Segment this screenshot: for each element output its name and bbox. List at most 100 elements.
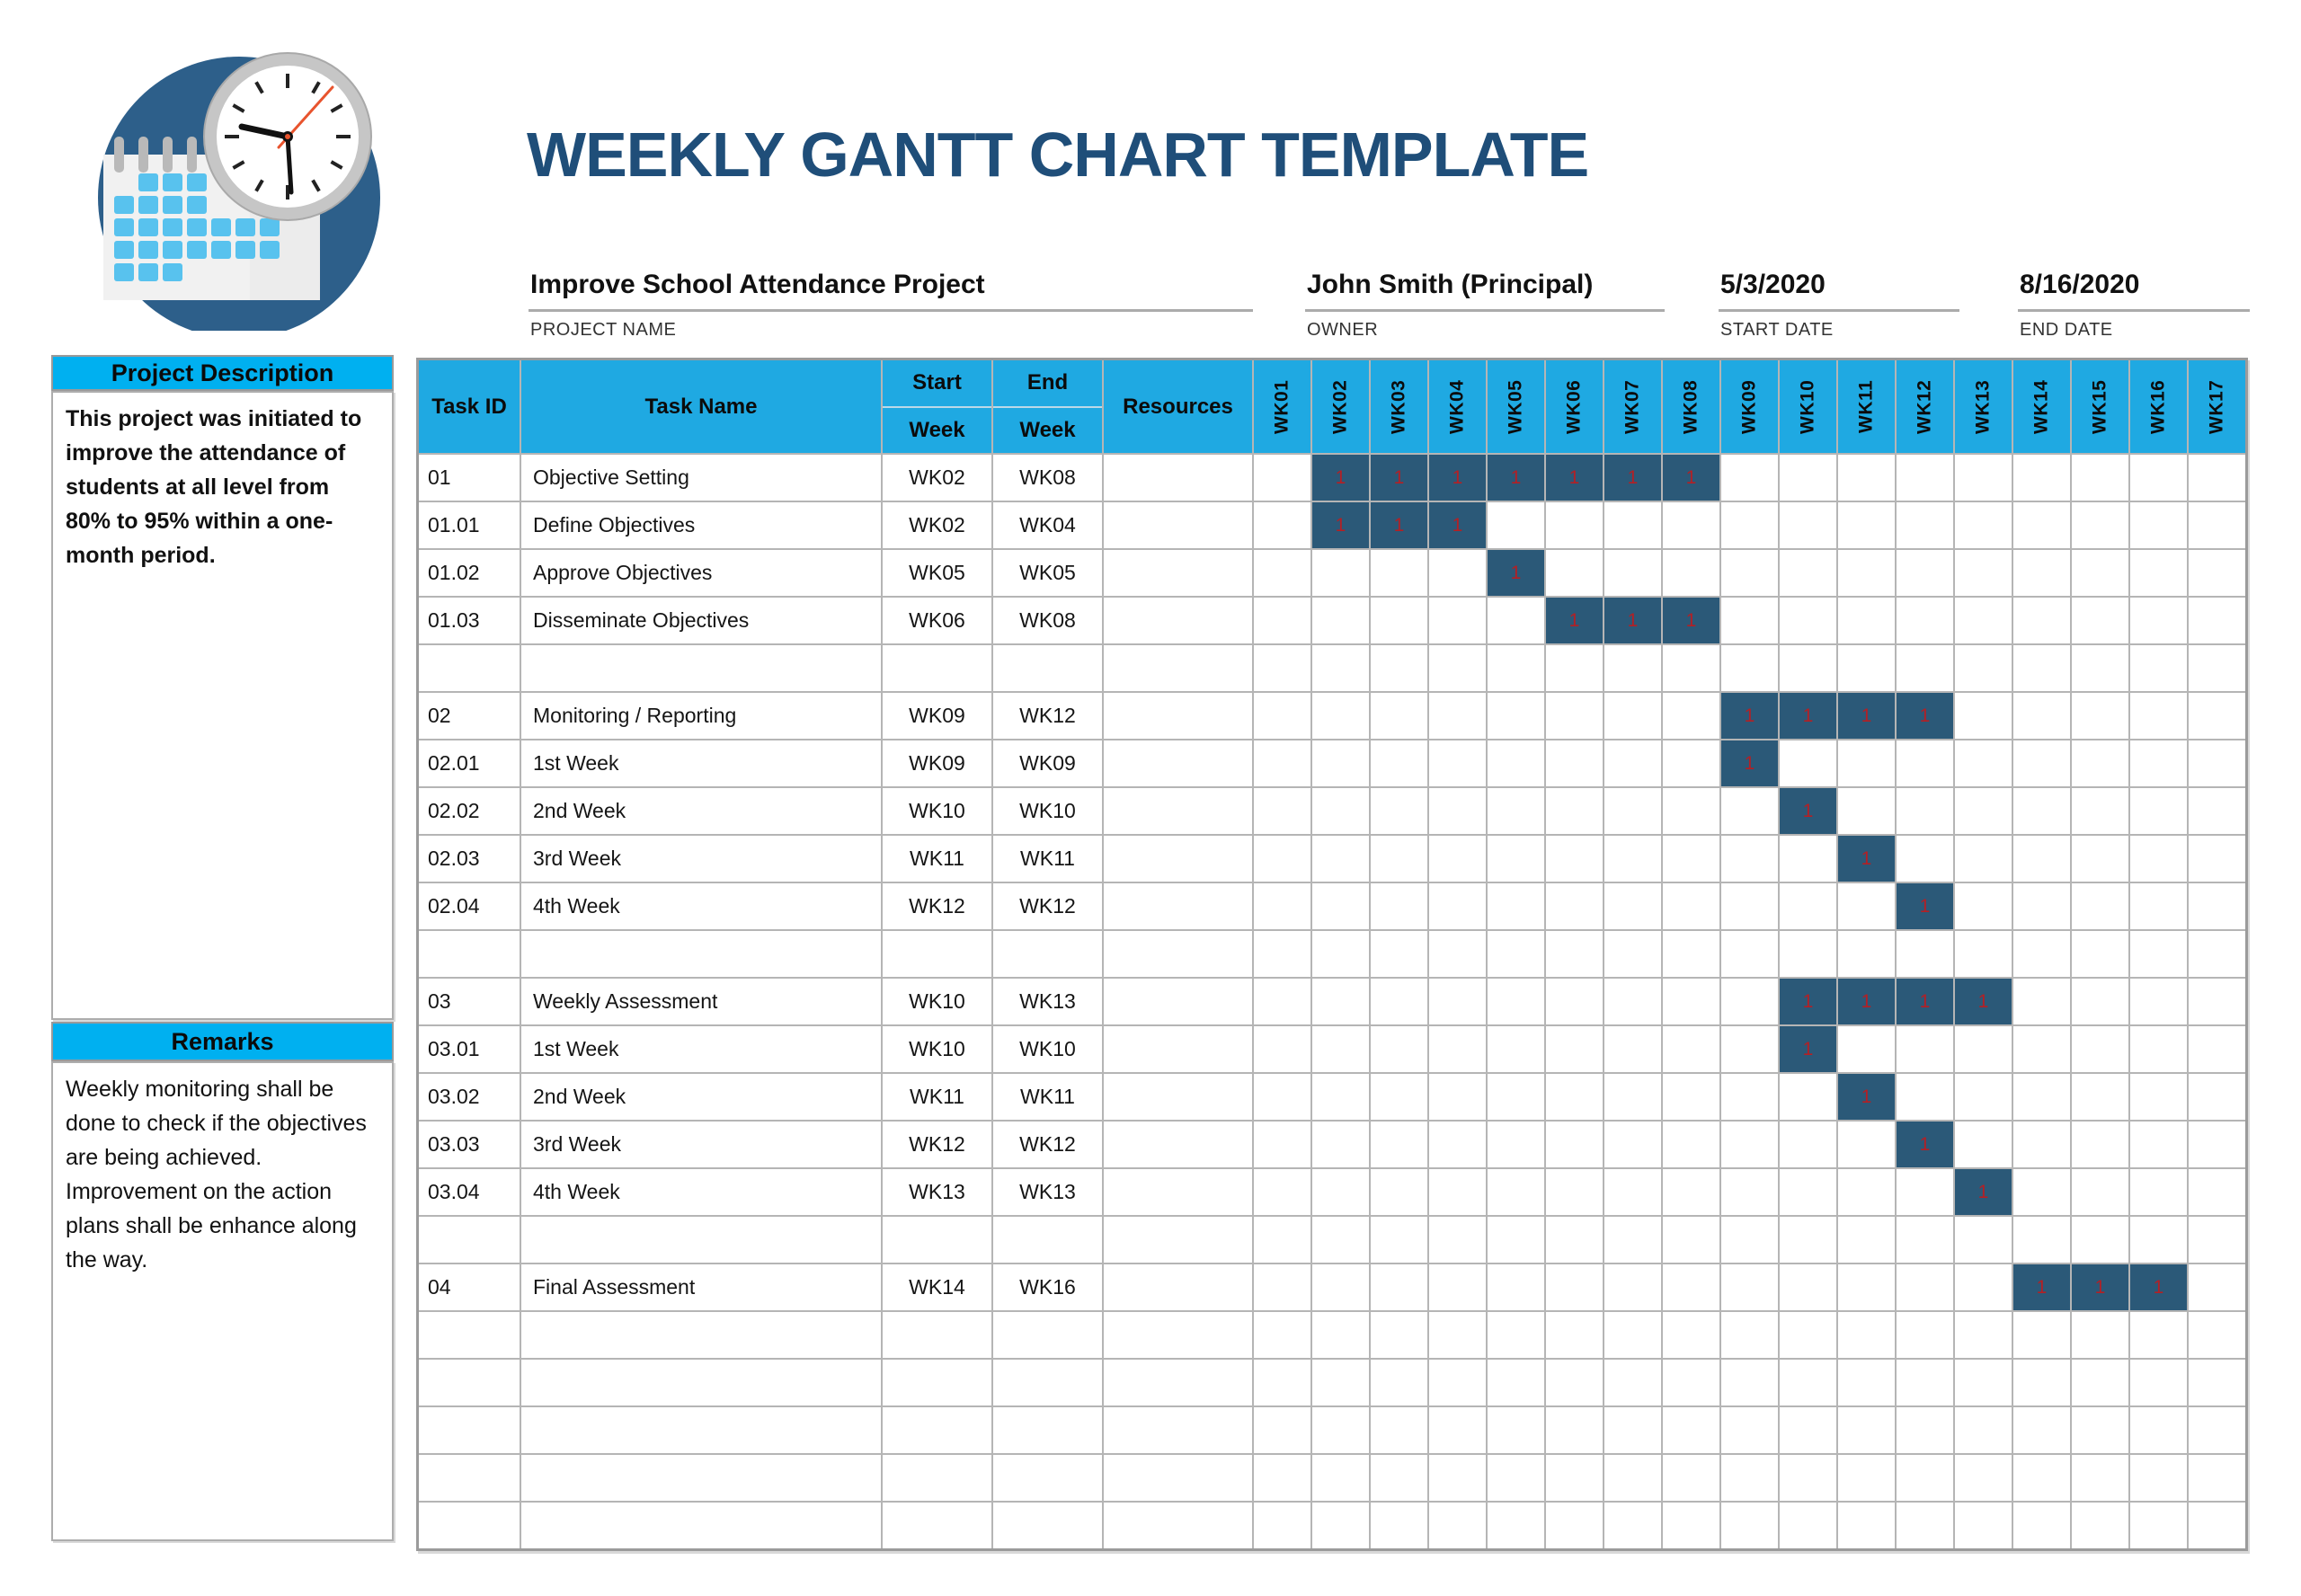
cell-r1-wk08[interactable] <box>1663 502 1719 548</box>
cell-r3-wk14[interactable] <box>2013 598 2070 643</box>
cell-r10-wk07[interactable] <box>1604 931 1661 977</box>
cell-r8-wk10[interactable] <box>1780 836 1836 882</box>
cell-r11-wk09[interactable] <box>1721 979 1778 1024</box>
cell-r12-wk14[interactable] <box>2013 1026 2070 1072</box>
cell-r5-wk02[interactable] <box>1312 693 1369 739</box>
cell-r0-wk17[interactable] <box>2189 455 2245 501</box>
owner-value[interactable]: John Smith (Principal) <box>1307 270 1594 299</box>
cell-r15-end[interactable]: WK13 <box>993 1169 1102 1215</box>
cell-r19-wk16[interactable] <box>2130 1360 2187 1405</box>
cell-r0-wk08[interactable]: 1 <box>1663 455 1719 501</box>
cell-r7-start[interactable]: WK10 <box>883 788 991 834</box>
start-date-value[interactable]: 5/3/2020 <box>1720 270 1826 299</box>
cell-r4-resources[interactable] <box>1104 645 1252 691</box>
cell-r1-id[interactable]: 01.01 <box>419 502 520 548</box>
cell-r1-wk14[interactable] <box>2013 502 2070 548</box>
cell-r18-id[interactable] <box>419 1312 520 1358</box>
cell-r5-wk16[interactable] <box>2130 693 2187 739</box>
cell-r11-wk07[interactable] <box>1604 979 1661 1024</box>
cell-r10-end[interactable] <box>993 931 1102 977</box>
cell-r7-resources[interactable] <box>1104 788 1252 834</box>
cell-r12-id[interactable]: 03.01 <box>419 1026 520 1072</box>
cell-r16-wk09[interactable] <box>1721 1217 1778 1263</box>
cell-r14-wk14[interactable] <box>2013 1122 2070 1167</box>
cell-r9-name[interactable]: 4th Week <box>521 883 881 929</box>
cell-r0-wk05[interactable]: 1 <box>1488 455 1544 501</box>
cell-r19-end[interactable] <box>993 1360 1102 1405</box>
cell-r11-id[interactable]: 03 <box>419 979 520 1024</box>
cell-r3-wk10[interactable] <box>1780 598 1836 643</box>
cell-r4-wk14[interactable] <box>2013 645 2070 691</box>
cell-r17-wk10[interactable] <box>1780 1264 1836 1310</box>
cell-r16-name[interactable] <box>521 1217 881 1263</box>
cell-r17-wk13[interactable] <box>1955 1264 2012 1310</box>
cell-r13-wk04[interactable] <box>1429 1074 1486 1120</box>
cell-r13-wk16[interactable] <box>2130 1074 2187 1120</box>
cell-r15-wk16[interactable] <box>2130 1169 2187 1215</box>
remarks-body[interactable]: Weekly monitoring shall be done to check… <box>51 1061 394 1541</box>
cell-r18-wk09[interactable] <box>1721 1312 1778 1358</box>
cell-r7-wk02[interactable] <box>1312 788 1369 834</box>
cell-r10-wk10[interactable] <box>1780 931 1836 977</box>
cell-r8-wk04[interactable] <box>1429 836 1486 882</box>
cell-r12-wk07[interactable] <box>1604 1026 1661 1072</box>
cell-r20-wk15[interactable] <box>2072 1407 2128 1453</box>
project-name-value[interactable]: Improve School Attendance Project <box>530 270 985 299</box>
cell-r2-wk15[interactable] <box>2072 550 2128 596</box>
cell-r12-wk13[interactable] <box>1955 1026 2012 1072</box>
cell-r0-end[interactable]: WK08 <box>993 455 1102 501</box>
cell-r17-wk03[interactable] <box>1371 1264 1427 1310</box>
cell-r19-wk13[interactable] <box>1955 1360 2012 1405</box>
cell-r6-wk15[interactable] <box>2072 740 2128 786</box>
cell-r21-wk07[interactable] <box>1604 1455 1661 1501</box>
cell-r9-wk17[interactable] <box>2189 883 2245 929</box>
cell-r6-wk06[interactable] <box>1546 740 1603 786</box>
cell-r4-wk07[interactable] <box>1604 645 1661 691</box>
cell-r8-wk06[interactable] <box>1546 836 1603 882</box>
cell-r8-wk03[interactable] <box>1371 836 1427 882</box>
cell-r22-wk07[interactable] <box>1604 1503 1661 1548</box>
cell-r22-wk06[interactable] <box>1546 1503 1603 1548</box>
cell-r5-start[interactable]: WK09 <box>883 693 991 739</box>
cell-r6-name[interactable]: 1st Week <box>521 740 881 786</box>
cell-r12-wk10[interactable]: 1 <box>1780 1026 1836 1072</box>
cell-r12-wk11[interactable] <box>1838 1026 1895 1072</box>
cell-r13-start[interactable]: WK11 <box>883 1074 991 1120</box>
cell-r9-wk10[interactable] <box>1780 883 1836 929</box>
cell-r2-wk14[interactable] <box>2013 550 2070 596</box>
cell-r10-wk13[interactable] <box>1955 931 2012 977</box>
cell-r0-wk10[interactable] <box>1780 455 1836 501</box>
cell-r17-id[interactable]: 04 <box>419 1264 520 1310</box>
cell-r11-wk11[interactable]: 1 <box>1838 979 1895 1024</box>
cell-r3-wk03[interactable] <box>1371 598 1427 643</box>
cell-r0-wk11[interactable] <box>1838 455 1895 501</box>
cell-r5-wk09[interactable]: 1 <box>1721 693 1778 739</box>
cell-r21-wk10[interactable] <box>1780 1455 1836 1501</box>
cell-r9-wk15[interactable] <box>2072 883 2128 929</box>
cell-r0-wk16[interactable] <box>2130 455 2187 501</box>
cell-r12-resources[interactable] <box>1104 1026 1252 1072</box>
cell-r4-wk13[interactable] <box>1955 645 2012 691</box>
cell-r6-wk01[interactable] <box>1254 740 1310 786</box>
cell-r9-start[interactable]: WK12 <box>883 883 991 929</box>
cell-r9-wk01[interactable] <box>1254 883 1310 929</box>
cell-r5-wk05[interactable] <box>1488 693 1544 739</box>
cell-r6-resources[interactable] <box>1104 740 1252 786</box>
cell-r8-wk09[interactable] <box>1721 836 1778 882</box>
cell-r20-end[interactable] <box>993 1407 1102 1453</box>
cell-r19-name[interactable] <box>521 1360 881 1405</box>
cell-r12-start[interactable]: WK10 <box>883 1026 991 1072</box>
cell-r11-wk06[interactable] <box>1546 979 1603 1024</box>
cell-r7-wk15[interactable] <box>2072 788 2128 834</box>
cell-r21-wk13[interactable] <box>1955 1455 2012 1501</box>
cell-r16-wk01[interactable] <box>1254 1217 1310 1263</box>
cell-r7-wk08[interactable] <box>1663 788 1719 834</box>
cell-r8-wk12[interactable] <box>1897 836 1953 882</box>
cell-r14-wk17[interactable] <box>2189 1122 2245 1167</box>
cell-r14-name[interactable]: 3rd Week <box>521 1122 881 1167</box>
cell-r1-end[interactable]: WK04 <box>993 502 1102 548</box>
cell-r20-wk13[interactable] <box>1955 1407 2012 1453</box>
cell-r8-wk05[interactable] <box>1488 836 1544 882</box>
cell-r14-wk01[interactable] <box>1254 1122 1310 1167</box>
cell-r2-id[interactable]: 01.02 <box>419 550 520 596</box>
